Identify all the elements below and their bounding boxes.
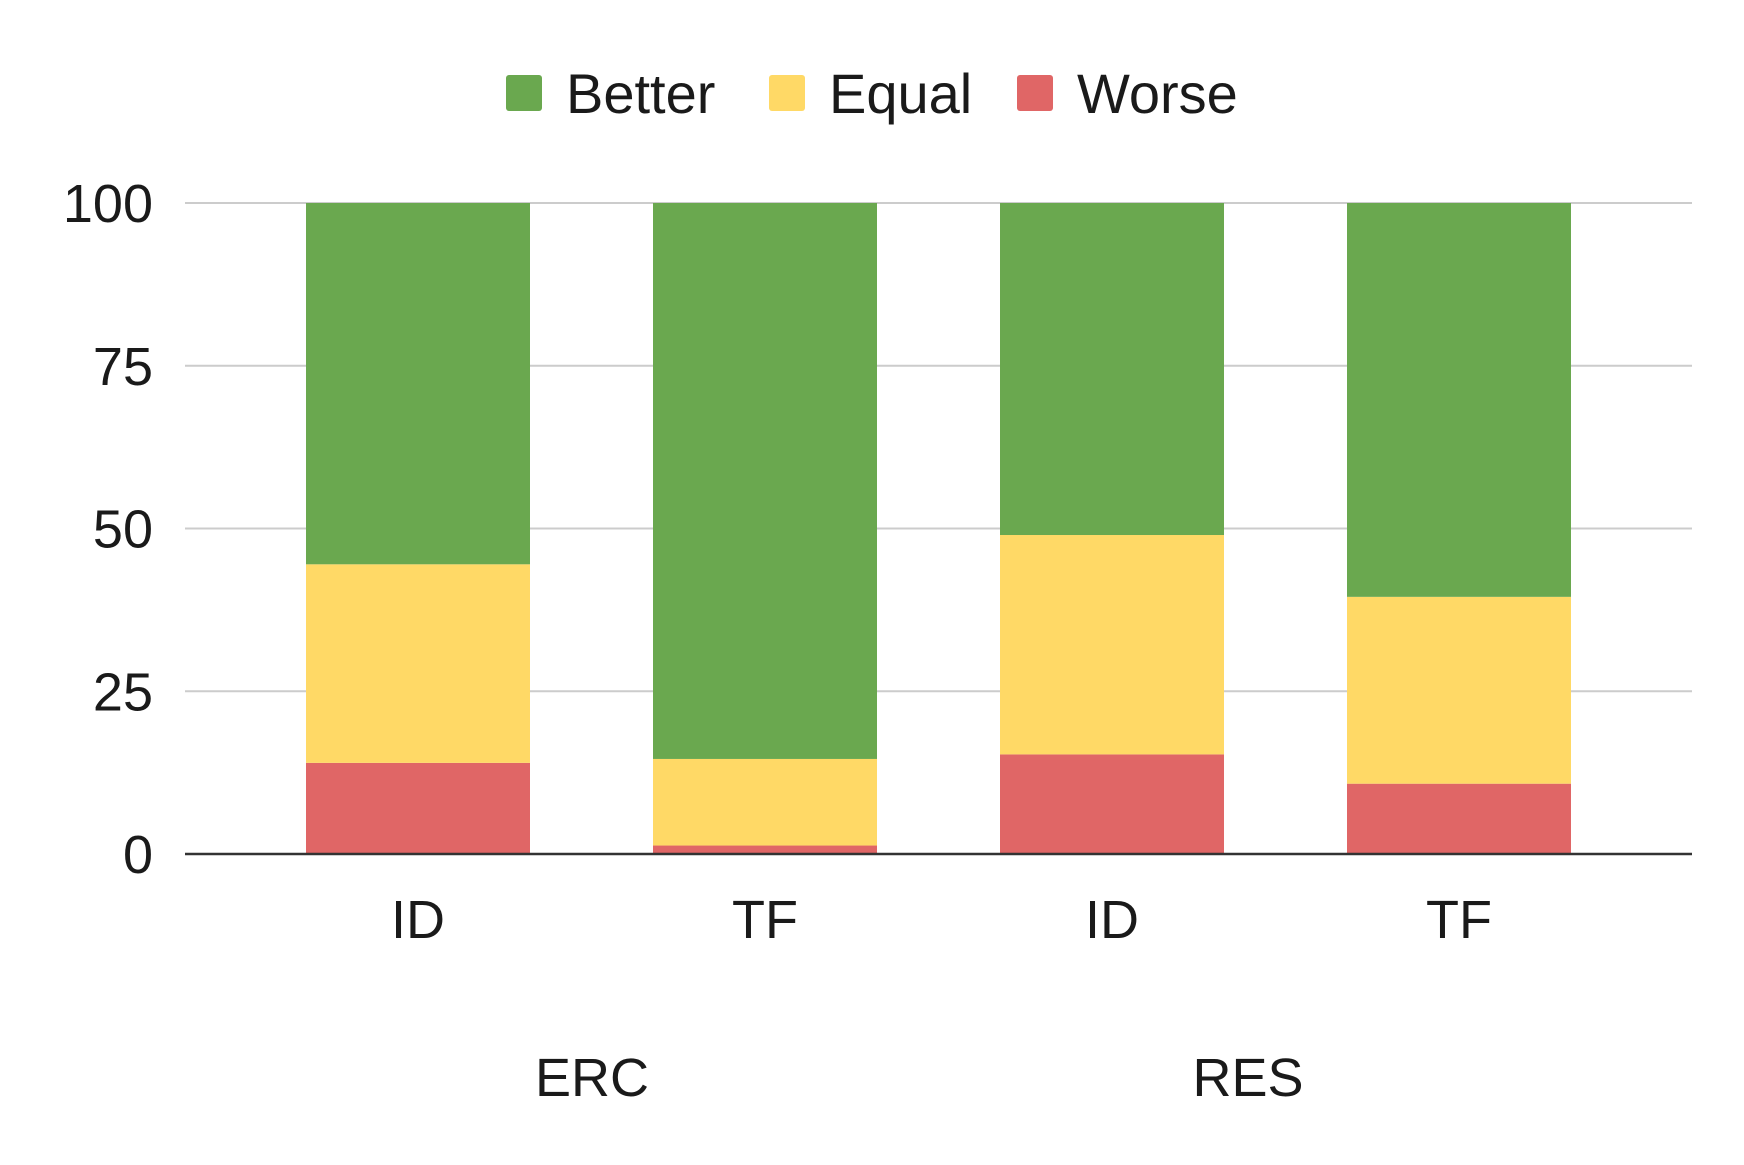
- bar-worse-2: [653, 845, 877, 854]
- x-category-label-3: ID: [1085, 890, 1139, 950]
- bar-worse-1: [306, 762, 530, 854]
- legend-swatch-equal: [769, 75, 805, 111]
- legend-swatch-better: [506, 75, 542, 111]
- y-tick-label-75: 75: [93, 337, 153, 397]
- bar-equal-1: [306, 564, 530, 763]
- legend: Better Equal Worse: [506, 62, 1238, 125]
- legend-label-worse: Worse: [1077, 62, 1238, 125]
- x-category-label-4: TF: [1426, 890, 1492, 950]
- x-category-label-1: ID: [391, 890, 445, 950]
- bars: [306, 203, 1571, 854]
- x-group-label-erc: ERC: [535, 1048, 649, 1108]
- axes: 0 25 50 75 100 ID TF ID TF ERC RES: [63, 174, 1692, 1108]
- bar-worse-4: [1347, 783, 1571, 854]
- bar-worse-3: [1000, 754, 1224, 854]
- bar-equal-2: [653, 758, 877, 846]
- bar-better-2: [653, 203, 877, 759]
- legend-label-better: Better: [566, 62, 715, 125]
- x-category-label-2: TF: [732, 890, 798, 950]
- x-group-label-res: RES: [1192, 1048, 1303, 1108]
- y-tick-label-25: 25: [93, 662, 153, 722]
- legend-swatch-worse: [1017, 75, 1053, 111]
- bar-better-4: [1347, 203, 1571, 597]
- y-tick-label-50: 50: [93, 500, 153, 560]
- bar-equal-4: [1347, 596, 1571, 784]
- bar-equal-3: [1000, 535, 1224, 755]
- y-tick-label-100: 100: [63, 174, 153, 234]
- legend-label-equal: Equal: [829, 62, 972, 125]
- y-tick-label-0: 0: [123, 825, 153, 885]
- bar-better-1: [306, 203, 530, 565]
- bar-better-3: [1000, 203, 1224, 536]
